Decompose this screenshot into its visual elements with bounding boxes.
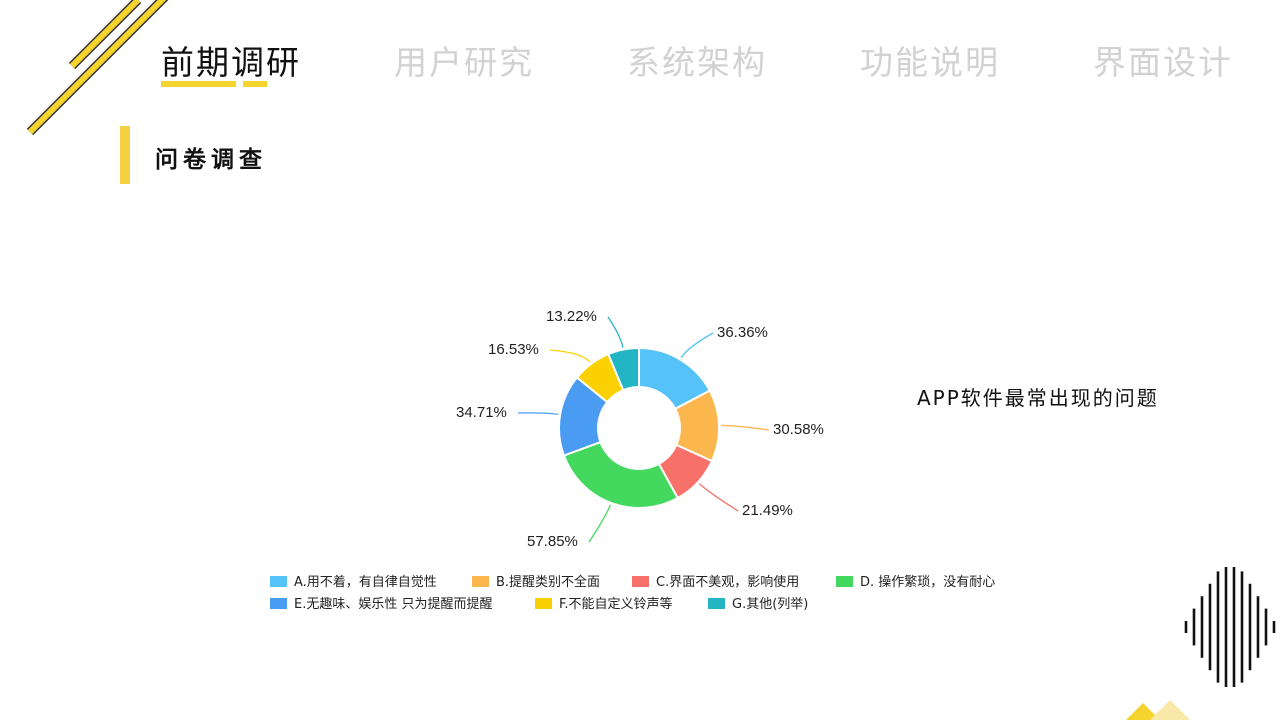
legend-item: C.界面不美观，影响使用	[632, 574, 799, 592]
legend-label: G.其他(列举)	[732, 597, 809, 612]
legend-swatch	[535, 598, 552, 609]
donut-slice	[606, 346, 640, 392]
legend-item: E.无趣味、娱乐性 只为提醒而提醒	[270, 596, 492, 614]
legend-item: D. 操作繁琐，没有耐心	[836, 574, 995, 592]
slice-value-label: 30.58%	[773, 421, 824, 438]
legend-label: B.提醒类别不全面	[496, 575, 601, 590]
leader-line	[607, 316, 624, 348]
legend-swatch	[836, 576, 853, 587]
legend-label: D. 操作繁琐，没有耐心	[860, 575, 996, 590]
leader-line	[698, 483, 739, 512]
section-accent-bar	[120, 126, 130, 184]
section-title: 问卷调查	[155, 147, 267, 173]
nav-item-system-architecture[interactable]: 系统架构	[627, 43, 767, 82]
legend-swatch	[270, 598, 287, 609]
donut-slice	[562, 440, 680, 509]
legend-label: F.不能自定义铃声等	[559, 597, 673, 612]
leader-line	[549, 349, 591, 363]
legend-item: G.其他(列举)	[708, 596, 808, 614]
legend-item: B.提醒类别不全面	[472, 574, 600, 592]
legend-label: C.界面不美观，影响使用	[656, 575, 800, 590]
slice-value-label: 57.85%	[527, 533, 578, 550]
nav-item-research[interactable]: 前期调研	[161, 43, 301, 82]
nav-item-user-research[interactable]: 用户研究	[394, 43, 534, 82]
slice-value-label: 13.22%	[546, 308, 597, 325]
legend-item: A.用不着，有自律自觉性	[270, 574, 437, 592]
slice-value-label: 36.36%	[717, 324, 768, 341]
top-navigation: 前期调研 用户研究 系统架构 功能说明 界面设计	[161, 36, 1250, 86]
leader-line	[720, 424, 770, 431]
slice-value-label: 16.53%	[488, 341, 539, 358]
nav-item-interface-design[interactable]: 界面设计	[1093, 43, 1233, 82]
nav-item-feature-description[interactable]: 功能说明	[860, 43, 1000, 82]
legend-label: A.用不着，有自律自觉性	[294, 575, 437, 590]
legend-label: E.无趣味、娱乐性 只为提醒而提醒	[294, 597, 493, 612]
slice-value-label: 34.71%	[456, 404, 507, 421]
nav-active-underline-short	[243, 81, 267, 87]
leader-line	[680, 332, 714, 359]
bottom-triangles	[1126, 700, 1190, 720]
legend-swatch	[632, 576, 649, 587]
legend-item: F.不能自定义铃声等	[535, 596, 673, 614]
slice-value-label: 21.49%	[742, 502, 793, 519]
chart-title: APP软件最常出现的问题	[917, 386, 1159, 410]
top-left-stripes	[26, 0, 169, 136]
legend-swatch	[270, 576, 287, 587]
leader-line	[517, 412, 559, 416]
leader-line	[588, 504, 611, 543]
legend-swatch	[708, 598, 725, 609]
legend-swatch	[472, 576, 489, 587]
nav-active-underline	[161, 81, 236, 87]
striped-diamond-decoration	[1184, 567, 1276, 687]
